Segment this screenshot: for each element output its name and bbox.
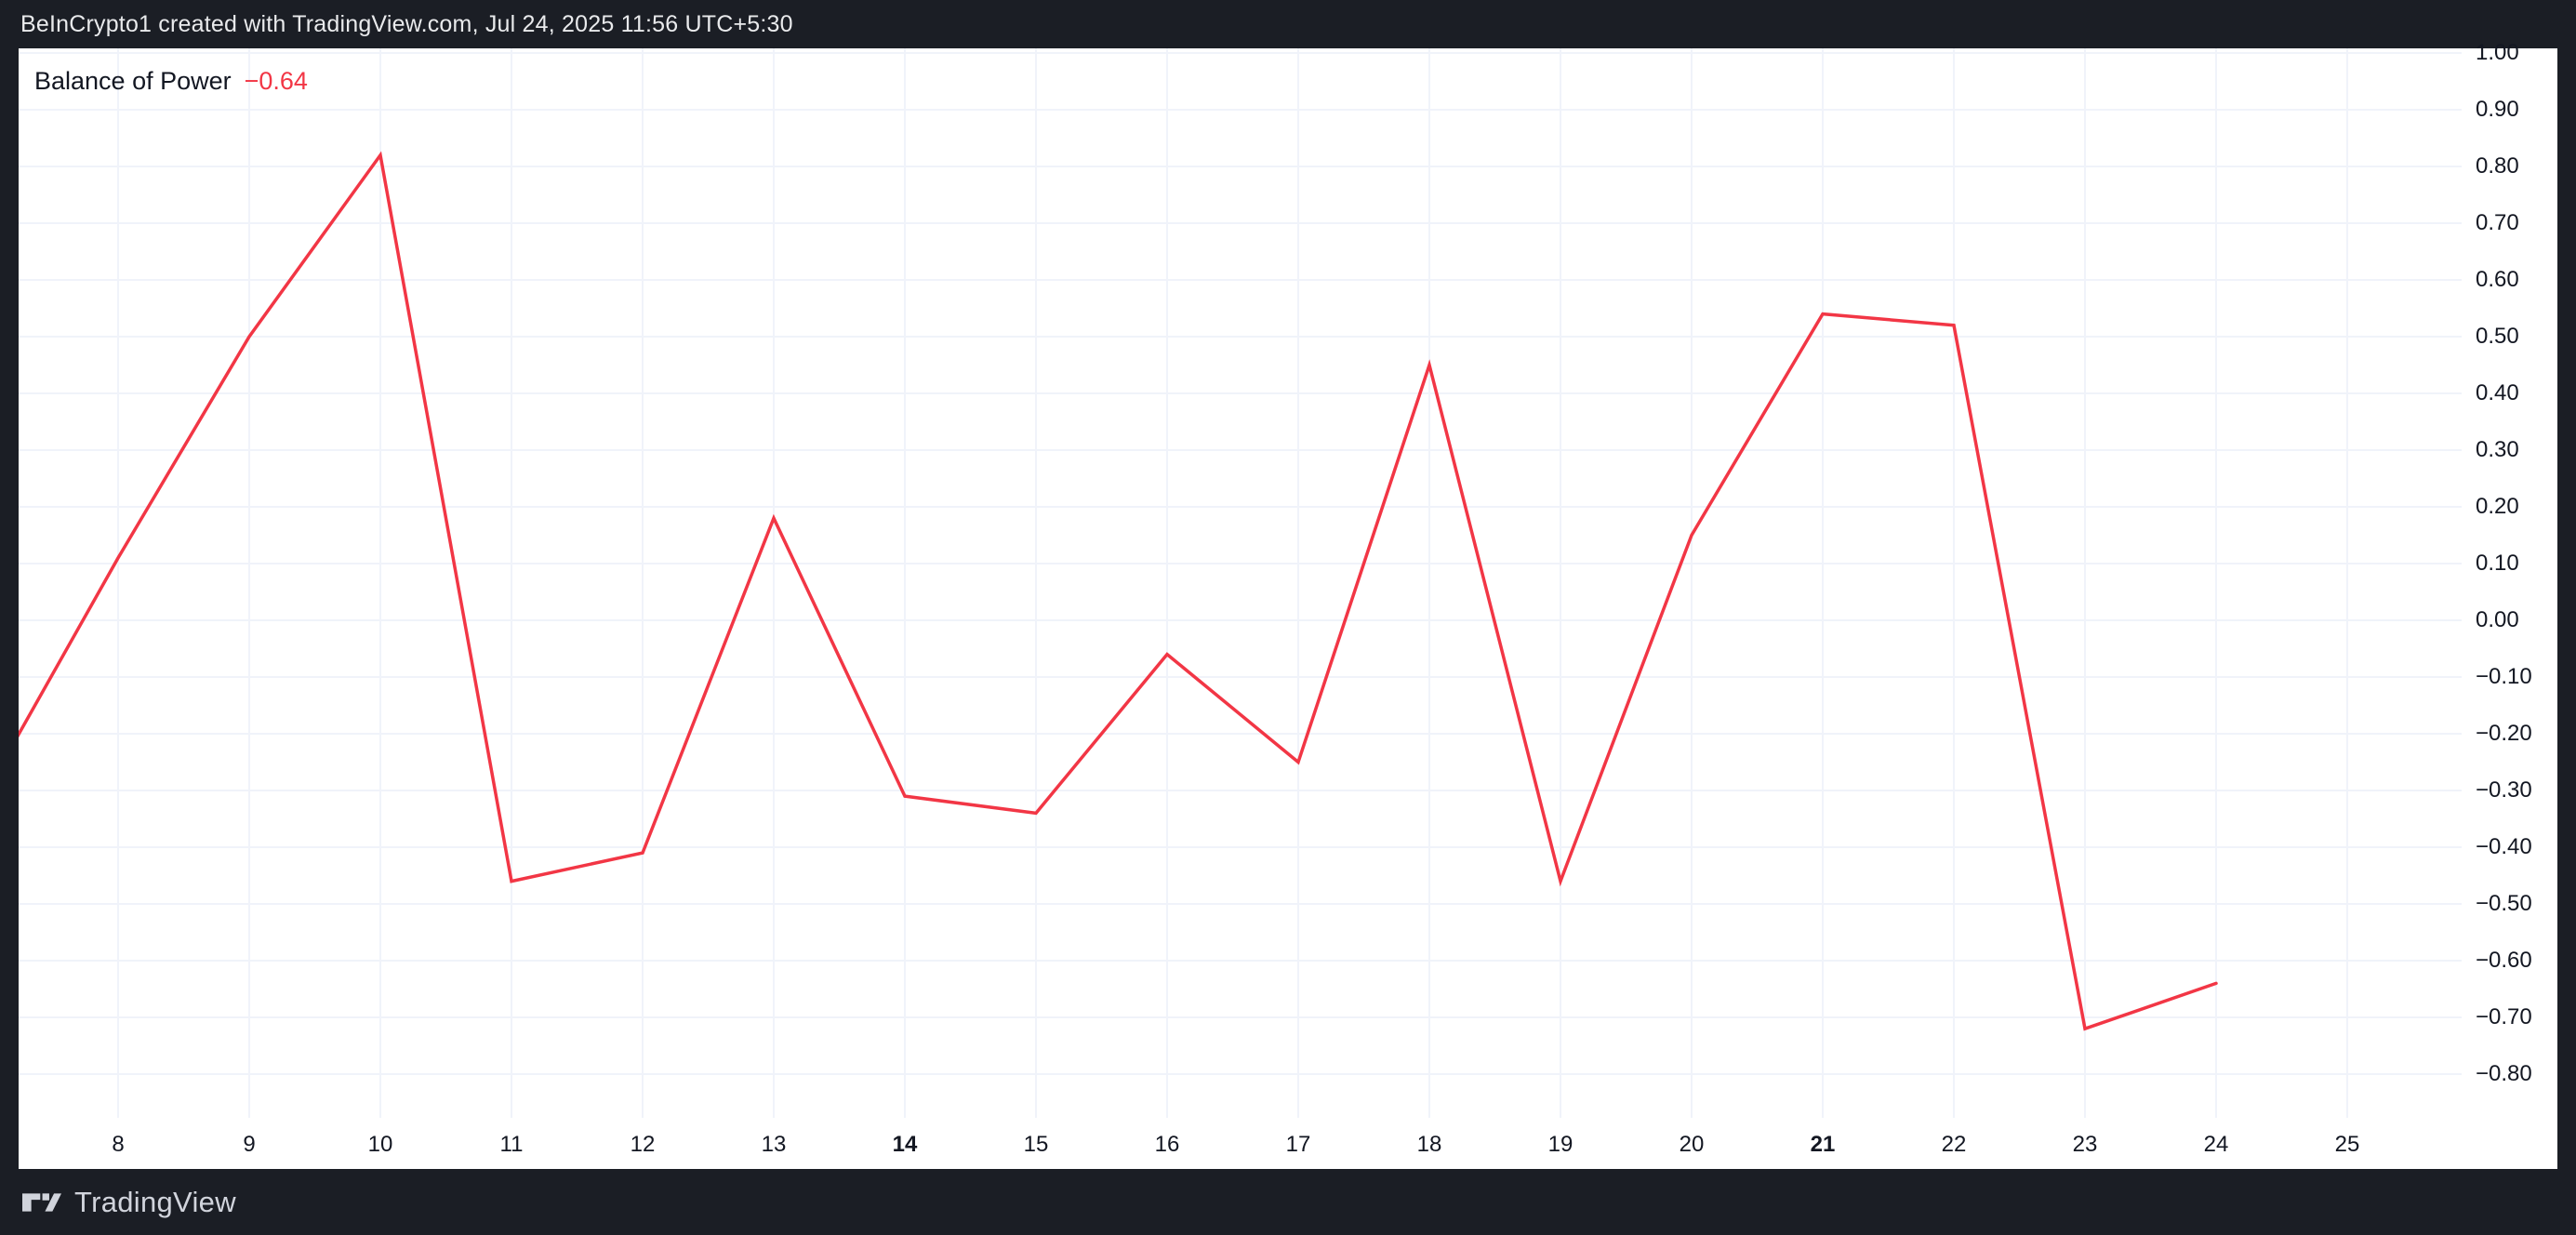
x-axis-label: 15 (1023, 1132, 1049, 1157)
footer-brand[interactable]: TradingView (74, 1185, 236, 1218)
x-axis-label: 25 (2334, 1132, 2360, 1157)
y-axis-label: −0.30 (2476, 777, 2532, 803)
header-bar: BeInCrypto1 created with TradingView.com… (0, 0, 2576, 48)
indicator-name: Balance of Power (34, 66, 232, 95)
y-axis-label: 1.00 (2476, 40, 2519, 65)
x-axis-label: 23 (2072, 1132, 2098, 1157)
x-axis-label: 12 (630, 1132, 656, 1157)
x-axis-label: 11 (499, 1132, 524, 1157)
chart-panel[interactable] (19, 48, 2557, 1169)
x-axis-label: 10 (367, 1132, 393, 1157)
y-axis-label: −0.40 (2476, 834, 2532, 859)
y-axis-label: −0.60 (2476, 948, 2532, 973)
x-axis-label: 9 (243, 1132, 256, 1157)
footer-bar: TradingView (0, 1169, 2576, 1235)
y-axis-label: 0.90 (2476, 97, 2519, 122)
price-line (19, 151, 2218, 1031)
y-axis-label: −0.80 (2476, 1061, 2532, 1086)
grid-lines (19, 48, 2462, 1118)
x-axis-label: 16 (1154, 1132, 1180, 1157)
y-axis-label: −0.50 (2476, 891, 2532, 916)
y-axis-label: 0.40 (2476, 380, 2519, 405)
y-axis-label: −0.20 (2476, 721, 2532, 746)
y-axis-label: 0.10 (2476, 551, 2519, 576)
y-axis-label: 0.80 (2476, 153, 2519, 179)
indicator-value: −0.64 (244, 66, 308, 95)
x-axis-label: 21 (1810, 1132, 1836, 1157)
tradingview-logo-icon[interactable] (22, 1187, 61, 1218)
x-axis-label: 14 (892, 1132, 918, 1157)
indicator-legend[interactable]: Balance of Power −0.64 (34, 66, 308, 96)
y-axis-label: 0.30 (2476, 437, 2519, 462)
x-axis-label: 22 (1941, 1132, 1967, 1157)
header-title: BeInCrypto1 created with TradingView.com… (20, 10, 793, 37)
x-axis-label: 18 (1416, 1132, 1442, 1157)
x-axis-label: 8 (112, 1132, 125, 1157)
y-axis-label: 0.60 (2476, 267, 2519, 292)
x-axis-label: 19 (1547, 1132, 1573, 1157)
y-axis-label: 0.20 (2476, 494, 2519, 519)
y-axis-label: −0.70 (2476, 1004, 2532, 1029)
y-axis-label: −0.10 (2476, 664, 2532, 689)
y-axis-label: 0.50 (2476, 324, 2519, 349)
y-axis-label: 0.00 (2476, 607, 2519, 632)
x-axis-label: 24 (2203, 1132, 2229, 1157)
x-axis-label: 17 (1285, 1132, 1311, 1157)
x-axis-label: 20 (1679, 1132, 1705, 1157)
x-axis-label: 13 (761, 1132, 787, 1157)
y-axis-label: 0.70 (2476, 210, 2519, 235)
